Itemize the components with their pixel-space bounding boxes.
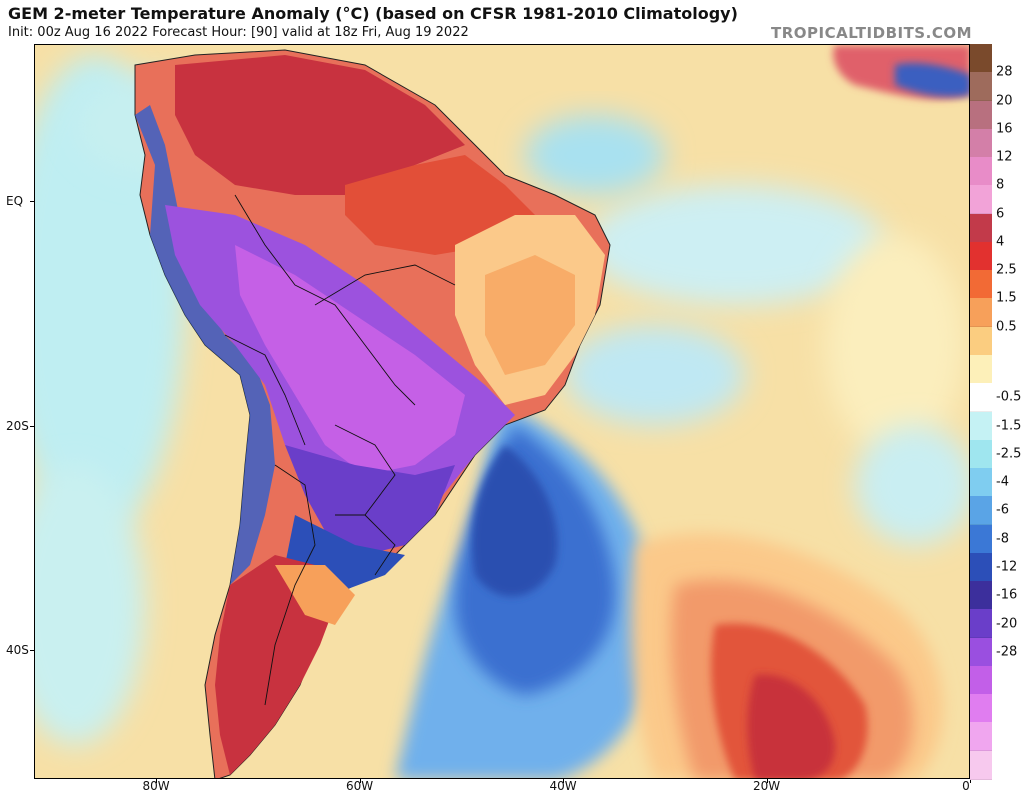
colorbar-label: 0.5 [996, 319, 1017, 335]
colorbar-swatch [970, 298, 992, 328]
colorbar-swatch [970, 750, 992, 780]
colorbar-swatch [970, 524, 992, 554]
colorbar-label: -2.5 [996, 446, 1022, 462]
longitude-tick [766, 779, 768, 783]
colorbar-swatch [970, 496, 992, 526]
colorbar-label: 28 [996, 64, 1013, 80]
colorbar-swatch [970, 383, 992, 413]
colorbar-label: -1.5 [996, 418, 1022, 434]
colorbar-swatch [970, 157, 992, 187]
latitude-label: 40S [6, 642, 29, 657]
colorbar-swatch [970, 665, 992, 695]
latitude-label: 20S [6, 418, 29, 433]
colorbar-swatch [970, 72, 992, 102]
colorbar-swatch [970, 270, 992, 300]
cold-anomaly-ocean [395, 405, 657, 778]
latitude-label: EQ [6, 194, 24, 209]
colorbar-label: -4 [996, 474, 1009, 490]
longitude-label: 80W [142, 779, 170, 793]
colorbar-label: -6 [996, 502, 1009, 518]
latitude-tick [30, 201, 34, 203]
longitude-label: 20W [752, 779, 781, 793]
country-borders [224, 194, 456, 706]
longitude-label: 60W [345, 779, 374, 793]
latitude-tick [30, 649, 34, 651]
colorbar-swatch [970, 637, 992, 667]
colorbar-label: 4 [996, 234, 1005, 250]
africa-warm-region [833, 45, 969, 100]
colorbar-label: 16 [996, 121, 1013, 137]
longitude-label: 40W [549, 779, 577, 793]
colorbar-swatch [970, 44, 992, 73]
temperature-colorbar [970, 44, 992, 780]
colorbar-swatch [970, 439, 992, 469]
colorbar-swatch [970, 581, 992, 611]
colorbar-swatch [970, 185, 992, 215]
colorbar-label: 8 [996, 177, 1005, 193]
longitude-tick [563, 779, 565, 783]
colorbar-swatch [970, 241, 992, 271]
colorbar-swatch [970, 128, 992, 158]
forecast-info: Init: 00z Aug 16 2022 Forecast Hour: [90… [8, 25, 469, 40]
colorbar-swatch [970, 326, 992, 356]
colorbar-swatch [970, 552, 992, 582]
colorbar-label: -0.5 [996, 389, 1022, 405]
anomaly-map [34, 44, 970, 779]
colorbar-swatch [970, 468, 992, 498]
colorbar-label: -12 [996, 559, 1018, 575]
ocean-anomaly-field [35, 45, 969, 778]
colorbar-swatch [970, 411, 992, 441]
colorbar-label: 12 [996, 149, 1013, 165]
colorbar-label: -16 [996, 587, 1018, 603]
colorbar-label: 2.5 [996, 262, 1017, 278]
colorbar-label: 6 [996, 206, 1005, 222]
longitude-tick [156, 779, 158, 783]
latitude-tick [30, 425, 34, 427]
longitude-label: 0 [962, 779, 970, 793]
colorbar-label: -8 [996, 531, 1009, 547]
longitude-tick [970, 779, 971, 783]
colorbar-label: 20 [996, 93, 1013, 109]
map-title: GEM 2-meter Temperature Anomaly (°C) (ba… [8, 4, 738, 23]
colorbar-label: -20 [996, 616, 1018, 632]
colorbar-swatch [970, 722, 992, 752]
colorbar-swatch [970, 354, 992, 384]
brand-watermark: TROPICALTIDBITS.COM [771, 24, 972, 42]
colorbar-swatch [970, 609, 992, 639]
map-canvas [35, 45, 969, 778]
colorbar-label: -28 [996, 644, 1018, 660]
colorbar-swatch [970, 213, 992, 243]
colorbar-swatch [970, 100, 992, 130]
longitude-tick [359, 779, 361, 783]
colorbar-swatch [970, 694, 992, 724]
warm-anomaly-ocean [631, 533, 943, 778]
colorbar-label: 1.5 [996, 290, 1017, 306]
